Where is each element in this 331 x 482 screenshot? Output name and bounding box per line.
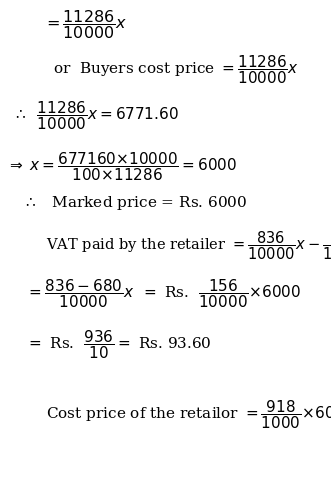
Text: $= $ Rs.  $\dfrac{936}{10} = $ Rs. 93.60: $= $ Rs. $\dfrac{936}{10} = $ Rs. 93.60: [26, 328, 212, 361]
Text: $\therefore\;\;\dfrac{11286}{10000}x = 6771.60$: $\therefore\;\;\dfrac{11286}{10000}x = 6…: [13, 99, 179, 132]
Text: $\Rightarrow\; x = \dfrac{677160{\times}10000}{100{\times}11286} = 6000$: $\Rightarrow\; x = \dfrac{677160{\times}…: [7, 150, 237, 183]
Text: $= \dfrac{836-680}{10000}x\;\; = $ Rs.  $\dfrac{156}{10000}{\times}6000$: $= \dfrac{836-680}{10000}x\;\; = $ Rs. $…: [26, 278, 302, 310]
Text: $\therefore\;\;$ Marked price = Rs. 6000: $\therefore\;\;$ Marked price = Rs. 6000: [23, 194, 248, 213]
Text: $= \dfrac{11286}{10000}x$: $= \dfrac{11286}{10000}x$: [43, 8, 127, 40]
Text: VAT paid by the retailer $= \dfrac{836}{10000}x - \dfrac{68}{1000}x$: VAT paid by the retailer $= \dfrac{836}{…: [46, 229, 331, 262]
Text: or  Buyers cost price $= \dfrac{11286}{10000}x$: or Buyers cost price $= \dfrac{11286}{10…: [53, 54, 299, 86]
Text: Cost price of the retailor $= \dfrac{918}{1000}{\times}6000$: Cost price of the retailor $= \dfrac{918…: [46, 398, 331, 431]
